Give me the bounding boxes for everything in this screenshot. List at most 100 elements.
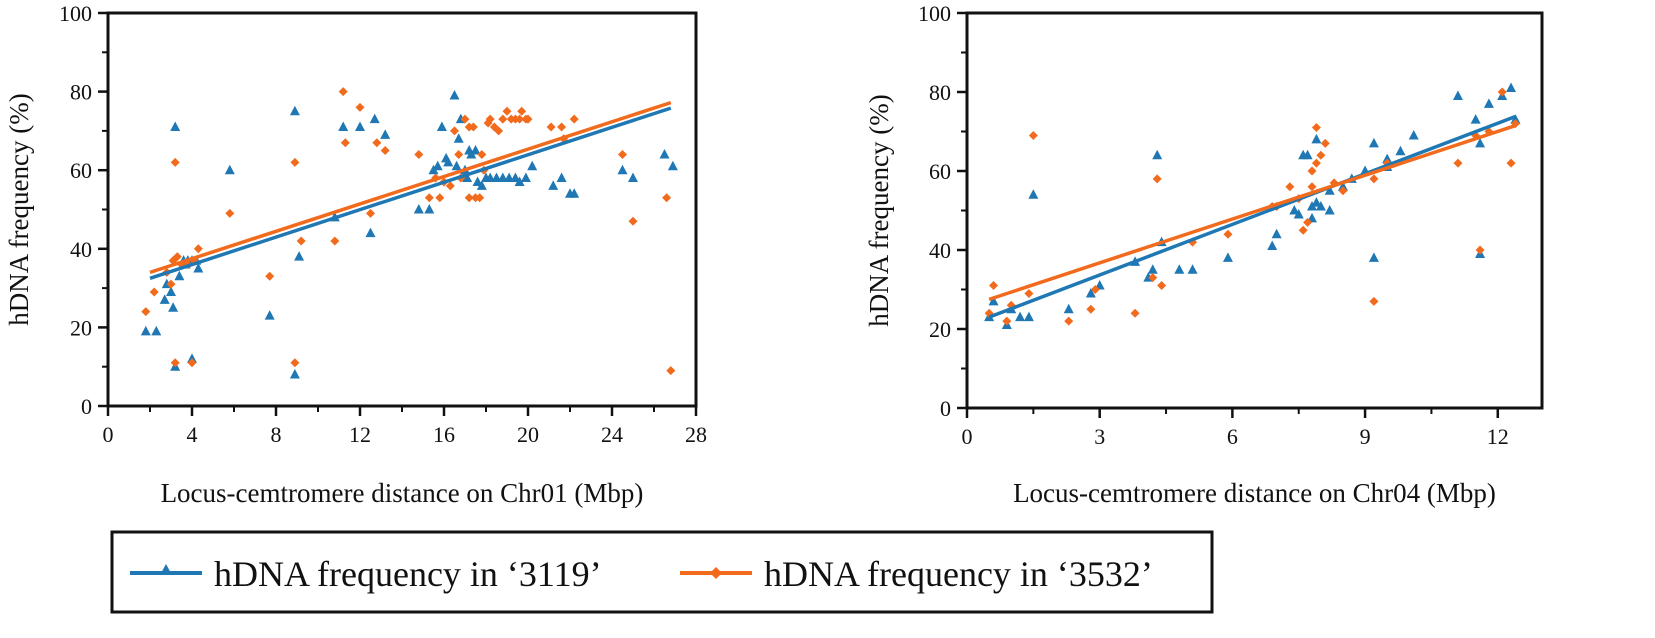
data-point-diamond — [546, 122, 556, 132]
data-point-triangle — [1152, 149, 1163, 160]
data-point-diamond — [989, 281, 999, 291]
data-point-triangle — [472, 176, 483, 186]
x-tick-label: 20 — [517, 422, 539, 447]
data-point-triangle — [449, 90, 460, 100]
data-point-triangle — [380, 129, 391, 139]
x-tick-label: 24 — [601, 422, 623, 447]
data-point-triangle — [355, 121, 365, 131]
data-point-diamond — [1298, 225, 1308, 235]
y-tick-label: 100 — [59, 1, 92, 26]
data-point-diamond — [1369, 296, 1379, 306]
x-axis-title: Locus-cemtromere distance on Chr04 (Mbp) — [1013, 478, 1496, 508]
y-tick-label: 0 — [940, 396, 951, 421]
data-point-diamond — [1090, 285, 1100, 294]
data-point-triangle — [1510, 114, 1521, 124]
data-point-diamond — [1223, 229, 1233, 239]
data-point-diamond — [445, 181, 455, 191]
data-point-diamond — [1316, 150, 1326, 160]
data-point-diamond — [265, 271, 275, 281]
legend-marker-triangle-icon — [160, 564, 172, 575]
data-point-triangle — [1483, 98, 1494, 108]
data-point-triangle — [289, 105, 300, 116]
data-point-diamond — [296, 236, 306, 246]
data-point-triangle — [424, 204, 435, 214]
data-point-diamond — [172, 252, 182, 262]
data-point-triangle — [617, 164, 628, 175]
data-point-diamond — [1152, 174, 1162, 184]
data-point-diamond — [1064, 316, 1074, 326]
data-point-triangle — [569, 188, 580, 198]
y-tick-label: 20 — [929, 317, 951, 342]
data-point-triangle — [1174, 264, 1185, 274]
data-point-diamond — [523, 114, 533, 124]
data-point-triangle — [988, 295, 999, 306]
data-point-diamond — [494, 126, 504, 136]
data-point-diamond — [618, 149, 627, 159]
data-point-triangle — [451, 160, 462, 171]
data-point-triangle — [1337, 181, 1348, 191]
data-point-diamond — [193, 244, 203, 254]
data-point-triangle — [1187, 264, 1198, 274]
data-point-triangle — [1147, 264, 1158, 274]
data-point-diamond — [380, 146, 390, 156]
trend-line — [149, 100, 672, 275]
y-tick-label: 40 — [70, 237, 92, 262]
data-point-triangle — [1324, 185, 1335, 195]
data-point-triangle — [1023, 311, 1034, 322]
data-point-triangle — [462, 172, 473, 183]
data-point-diamond — [355, 102, 365, 112]
y-tick-label: 40 — [929, 238, 951, 263]
data-point-triangle — [1271, 228, 1282, 239]
data-point-diamond — [460, 114, 470, 124]
data-point-triangle — [289, 369, 300, 379]
data-point-diamond — [569, 114, 579, 124]
legend-frame — [110, 530, 1214, 614]
data-point-diamond — [1475, 245, 1485, 255]
data-point-triangle — [1382, 153, 1393, 164]
legend-marker-diamond-icon — [710, 567, 722, 579]
data-point-diamond — [170, 358, 180, 368]
data-point-diamond — [498, 114, 508, 124]
data-point-diamond — [450, 126, 459, 136]
x-tick-label: 6 — [1227, 424, 1238, 449]
data-point-triangle — [527, 160, 538, 171]
data-point-diamond — [149, 287, 159, 297]
data-point-triangle — [436, 121, 447, 131]
data-point-triangle — [1408, 129, 1419, 140]
legend-label-3532: hDNA frequency in ‘3532’ — [764, 554, 1153, 594]
data-point-triangle — [1315, 201, 1326, 211]
data-point-diamond — [662, 193, 672, 203]
plot-frame — [106, 11, 698, 408]
data-point-triangle — [365, 227, 376, 238]
data-point-triangle — [1324, 205, 1335, 215]
data-point-triangle — [497, 172, 508, 183]
data-point-diamond — [414, 149, 424, 159]
data-point-diamond — [1028, 130, 1038, 140]
data-point-diamond — [435, 193, 445, 203]
data-point-triangle — [1267, 240, 1278, 251]
x-tick-label: 0 — [103, 422, 114, 447]
x-tick-label: 12 — [349, 422, 371, 447]
y-tick-label: 20 — [70, 315, 92, 340]
legend-entry-3119: hDNA frequency in ‘3119’ — [130, 554, 602, 594]
x-tick-label: 3 — [1094, 424, 1105, 449]
data-point-diamond — [517, 106, 527, 116]
y-tick-label: 60 — [70, 158, 92, 183]
data-point-triangle — [432, 160, 443, 171]
y-tick-label: 0 — [81, 394, 92, 419]
data-point-diamond — [1506, 158, 1516, 168]
data-point-triangle — [1311, 197, 1322, 207]
data-point-diamond — [464, 193, 474, 203]
data-point-triangle — [1222, 252, 1233, 262]
data-point-diamond — [290, 358, 300, 368]
data-point-diamond — [290, 157, 300, 167]
data-point-triangle — [520, 172, 531, 183]
data-point-triangle — [224, 164, 235, 175]
data-point-diamond — [1320, 138, 1330, 148]
data-point-triangle — [1506, 82, 1517, 93]
data-point-diamond — [1369, 174, 1379, 184]
data-point-triangle — [413, 204, 424, 214]
data-point-diamond — [454, 149, 464, 159]
data-point-triangle — [476, 180, 487, 190]
